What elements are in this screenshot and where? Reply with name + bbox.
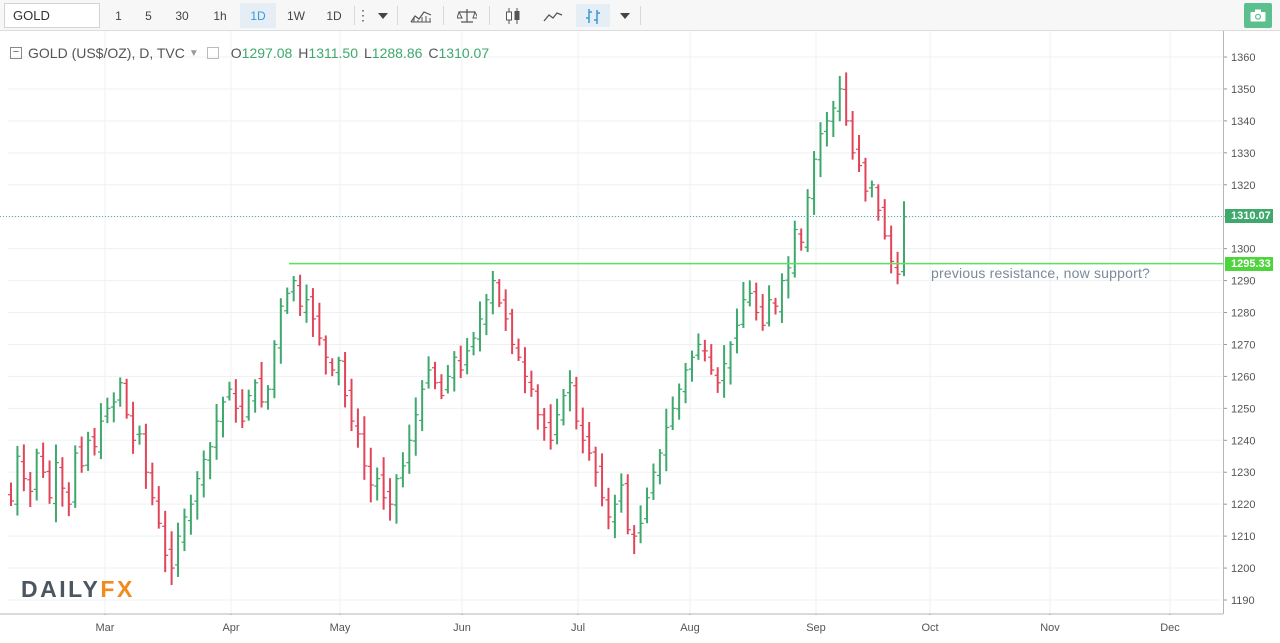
open-key: O bbox=[230, 45, 242, 61]
open-value: 1297.08 bbox=[241, 45, 293, 61]
camera-icon bbox=[1250, 9, 1266, 22]
y-tick-label: 1300 bbox=[1231, 244, 1255, 256]
bars-icon[interactable] bbox=[576, 4, 610, 27]
line-chart-icon[interactable] bbox=[536, 4, 570, 27]
support-annotation[interactable]: previous resistance, now support? bbox=[931, 265, 1151, 281]
toolbar-divider bbox=[354, 6, 355, 25]
x-tick-label: Sep bbox=[806, 622, 826, 634]
y-tick-label: 1360 bbox=[1231, 52, 1255, 64]
toolbar-divider bbox=[640, 6, 641, 25]
y-tick-label: 1270 bbox=[1231, 339, 1255, 351]
toolbar-divider bbox=[397, 6, 398, 25]
x-tick-label: May bbox=[330, 622, 351, 634]
time-axis-bg bbox=[0, 615, 1280, 643]
chevron-down-icon[interactable] bbox=[614, 4, 636, 27]
x-tick-label: Nov bbox=[1040, 622, 1060, 634]
chart-canvas[interactable]: 1190 1200 1210 1220 1230 1240 1250 1260 1270 1280… bbox=[0, 31, 1280, 643]
y-tick-label: 1260 bbox=[1231, 371, 1255, 383]
y-tick-label: 1240 bbox=[1231, 435, 1255, 447]
y-tick-label: 1250 bbox=[1231, 403, 1255, 415]
y-tick-label: 1220 bbox=[1231, 499, 1255, 511]
interval-5-button[interactable]: 5 bbox=[145, 9, 152, 23]
interval-1d-button[interactable]: 1D bbox=[240, 3, 276, 28]
toolbar-divider bbox=[443, 6, 444, 25]
x-tick-label: Jul bbox=[571, 622, 585, 634]
y-tick-label: 1320 bbox=[1231, 180, 1255, 192]
more-vertical-icon[interactable]: ⋮ bbox=[356, 7, 370, 23]
y-tick-label: 1200 bbox=[1231, 563, 1255, 575]
candles-icon[interactable] bbox=[496, 4, 530, 27]
x-tick-label: Mar bbox=[96, 622, 115, 634]
compare-icon[interactable] bbox=[450, 4, 484, 27]
chart-toolbar: GOLD 1 5 30 1h 1D 1W 1D ⋮ bbox=[0, 0, 1280, 31]
support-price-tag: 1295.33 bbox=[1225, 256, 1273, 271]
indicators-icon[interactable] bbox=[404, 4, 438, 27]
collapse-icon[interactable]: − bbox=[10, 47, 22, 59]
settings-icon[interactable] bbox=[206, 47, 219, 59]
interval-1-button[interactable]: 1 bbox=[115, 9, 122, 23]
dailyfx-logo: DAILYFX bbox=[21, 576, 135, 603]
interval-1h-button[interactable]: 1h bbox=[213, 9, 227, 23]
interval-1w-button[interactable]: 1W bbox=[287, 9, 305, 23]
y-tick-label: 1330 bbox=[1231, 148, 1255, 160]
series-legend: − GOLD (US$/OZ), D, TVC ▼ O 1297.08 H 1311… bbox=[10, 45, 489, 61]
y-tick-label: 1350 bbox=[1231, 84, 1255, 96]
symbol-input[interactable]: GOLD bbox=[4, 3, 100, 28]
chevron-down-icon[interactable]: ▼ bbox=[188, 47, 199, 59]
x-tick-label: Apr bbox=[222, 622, 239, 634]
last-price-tag: 1310.07 bbox=[1225, 209, 1273, 224]
series-title: GOLD (US$/OZ), D, TVC bbox=[28, 45, 185, 61]
logo-accent: FX bbox=[100, 576, 135, 602]
low-value: 1288.86 bbox=[371, 45, 423, 61]
logo-main: DAILY bbox=[21, 576, 101, 602]
close-value: 1310.07 bbox=[438, 45, 490, 61]
toolbar-divider bbox=[489, 6, 490, 25]
close-key: C bbox=[428, 45, 439, 61]
camera-button[interactable] bbox=[1244, 3, 1272, 28]
price-chart[interactable]: 1190 1200 1210 1220 1230 1240 1250 1260 1270 1280… bbox=[0, 31, 1280, 643]
y-tick-label: 1210 bbox=[1231, 531, 1255, 543]
price-axis-border bbox=[1223, 31, 1224, 614]
high-value: 1311.50 bbox=[308, 45, 358, 61]
chevron-down-icon[interactable] bbox=[374, 4, 392, 27]
y-tick-label: 1340 bbox=[1231, 116, 1255, 128]
interval-1d-alt-button[interactable]: 1D bbox=[326, 9, 342, 23]
high-key: H bbox=[298, 45, 309, 61]
x-tick-label: Jun bbox=[453, 622, 471, 634]
x-tick-label: Oct bbox=[921, 622, 938, 634]
interval-30-button[interactable]: 30 bbox=[175, 9, 189, 23]
low-key: L bbox=[363, 45, 372, 61]
x-tick-label: Dec bbox=[1160, 622, 1180, 634]
y-tick-label: 1190 bbox=[1231, 595, 1255, 607]
y-tick-label: 1290 bbox=[1231, 276, 1255, 288]
y-tick-label: 1230 bbox=[1231, 467, 1255, 479]
x-tick-label: Aug bbox=[680, 622, 700, 634]
y-tick-label: 1280 bbox=[1231, 308, 1255, 320]
